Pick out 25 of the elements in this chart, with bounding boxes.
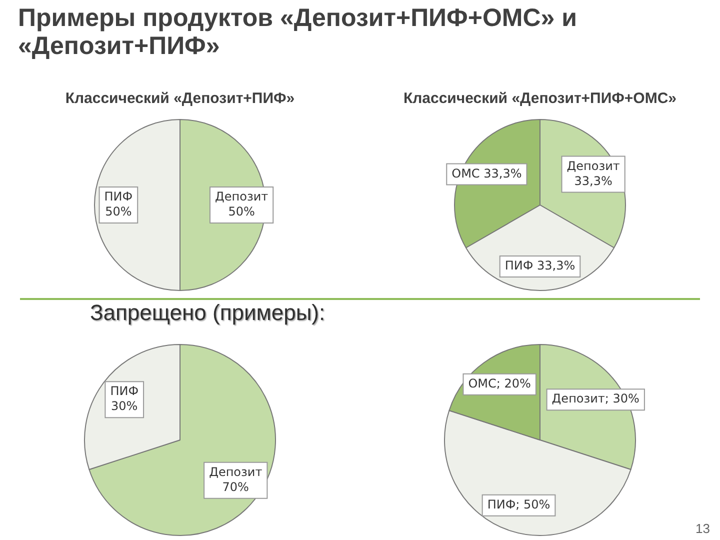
chart-subtitle: Классический «Депозит+ПИФ» (64, 90, 296, 107)
data-label: ; 20% (496, 376, 531, 390)
slice-label: ПИФ (504, 258, 534, 273)
data-label: ; 30% (604, 392, 640, 406)
data-label: 50% (228, 204, 255, 219)
chart-title: Запрещено (примеры): (90, 300, 326, 326)
data-label: ; 50% (516, 498, 550, 512)
data-label: 50% (105, 204, 132, 219)
slice-label: Депозит (566, 158, 620, 173)
slice-label: ОМС (468, 376, 496, 390)
slice-label: ПИФ (487, 498, 516, 512)
slice-label: Депозит (215, 190, 268, 204)
chart-subtitle: Классический «Депозит+ПИФ+ОМС» (402, 90, 678, 107)
data-label: 30% (111, 399, 138, 414)
data-label: 33,3% (533, 258, 576, 273)
data-label: 33,3% (574, 174, 612, 188)
data-label: 70% (222, 480, 249, 494)
slice-label: ОМС (452, 166, 480, 180)
text: 13 (696, 521, 710, 536)
slice-label: ПИФ (110, 384, 139, 398)
slice-label: Депозит (209, 465, 262, 480)
chart-title: Примеры продуктов «Депозит+ПИФ+ОМС» и «Депозит+ПИФ» (18, 4, 578, 60)
slice-label: ПИФ (104, 190, 133, 204)
slice-label: Депозит (552, 392, 605, 406)
data-label: 33,3% (480, 166, 522, 180)
